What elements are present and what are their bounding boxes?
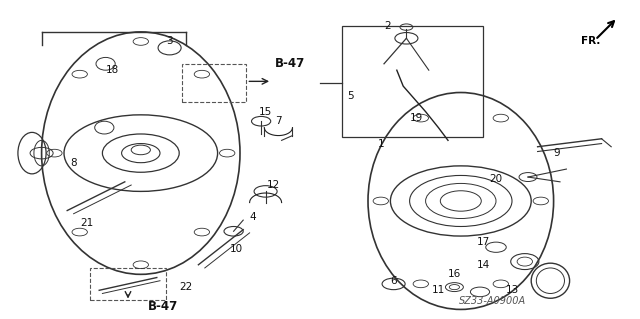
Text: 15: 15: [259, 107, 272, 117]
Text: 10: 10: [230, 244, 243, 254]
Text: 19: 19: [410, 113, 422, 123]
Text: FR.: FR.: [581, 36, 600, 47]
Text: SZ33-A0900A: SZ33-A0900A: [460, 296, 526, 306]
Text: 16: 16: [448, 269, 461, 279]
Text: 21: 21: [80, 218, 93, 228]
Text: 6: 6: [390, 276, 397, 286]
Text: 13: 13: [506, 285, 518, 295]
Text: 5: 5: [348, 91, 354, 101]
Text: 1: 1: [378, 138, 384, 149]
Text: 20: 20: [490, 174, 502, 184]
Text: 18: 18: [106, 65, 118, 75]
Text: 3: 3: [166, 36, 173, 47]
Text: B-47: B-47: [275, 57, 305, 70]
Text: 8: 8: [70, 158, 77, 168]
Bar: [90, 268, 166, 300]
Bar: [182, 64, 246, 102]
Text: 14: 14: [477, 260, 490, 270]
Text: 17: 17: [477, 237, 490, 248]
Text: 7: 7: [275, 116, 282, 126]
Text: 11: 11: [432, 285, 445, 295]
Text: 12: 12: [267, 180, 280, 190]
Text: 4: 4: [250, 212, 256, 222]
Bar: [342, 26, 483, 137]
Text: 9: 9: [554, 148, 560, 158]
Text: B-47: B-47: [148, 300, 179, 313]
Text: 2: 2: [384, 20, 390, 31]
Text: 22: 22: [179, 282, 192, 292]
